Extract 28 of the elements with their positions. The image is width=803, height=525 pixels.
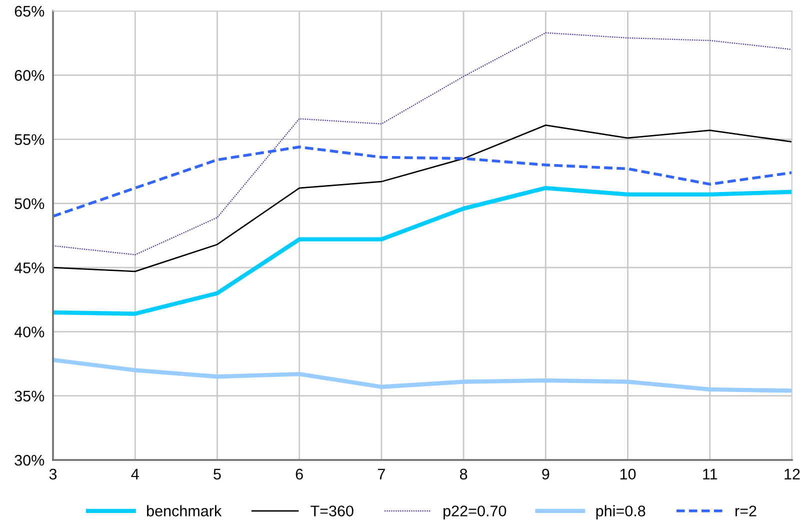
legend-label: T=360 [310, 506, 354, 516]
x-tick-label: 10 [620, 468, 636, 480]
line-series [53, 146, 792, 218]
y-tick-label: 55% [14, 134, 44, 145]
x-tick-label: 5 [214, 468, 221, 480]
legend-label: benchmark [147, 505, 222, 516]
x-tick-label: 3 [49, 468, 57, 480]
line-series [53, 32, 792, 256]
line-series [53, 124, 792, 272]
y-tick-label: 60% [14, 70, 44, 81]
y-tick-label: 45% [14, 262, 44, 274]
x-tick-label: 11 [703, 468, 718, 480]
x-tick-label: 7 [378, 468, 385, 480]
y-tick-label: 40% [14, 326, 44, 338]
x-tick-label: 4 [131, 468, 139, 480]
x-tick-label: 6 [296, 468, 303, 480]
y-tick-label: 35% [14, 390, 44, 402]
x-tick-label: 9 [542, 468, 550, 480]
legend-label: r=2 [736, 506, 756, 516]
y-tick-label: 50% [14, 198, 44, 210]
line-series [53, 186, 792, 316]
y-tick-label: 65% [14, 6, 44, 17]
legend-label: phi=0.8 [596, 505, 646, 520]
x-tick-label: 12 [784, 468, 800, 480]
legend-label: p22=0.70 [444, 506, 506, 520]
y-tick-label: 30% [14, 454, 44, 466]
line-series [53, 358, 792, 393]
x-tick-label: 8 [460, 468, 468, 480]
